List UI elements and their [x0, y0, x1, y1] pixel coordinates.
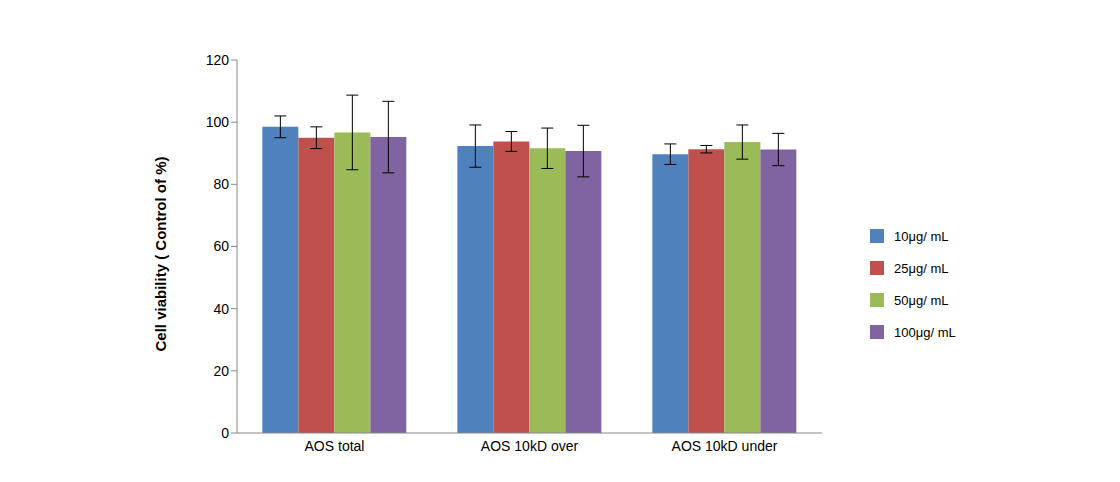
svg-text:120: 120 — [206, 52, 230, 68]
html-text:50μg/ mL: 50μg/ mL — [894, 292, 949, 308]
svg-text:AOS 10kD over: AOS 10kD over — [481, 438, 579, 454]
html-text:25μg/ mL: 25μg/ mL — [894, 260, 949, 276]
html-text:10μg/ mL: 10μg/ mL — [894, 228, 949, 244]
html-text:100μg/ mL: 100μg/ mL — [894, 324, 956, 340]
svg-text:60: 60 — [213, 238, 229, 254]
html-text:Cell viability ( Control of %): Cell viability ( Control of %) — [151, 156, 169, 352]
svg-text:AOS 10kD under: AOS 10kD under — [672, 438, 778, 454]
svg-text:0: 0 — [221, 425, 229, 441]
svg-text:AOS total: AOS total — [305, 438, 365, 454]
svg-text:40: 40 — [213, 301, 229, 317]
svg-text:100: 100 — [206, 114, 230, 130]
svg-text:80: 80 — [213, 176, 229, 192]
svg-text:20: 20 — [213, 363, 229, 379]
